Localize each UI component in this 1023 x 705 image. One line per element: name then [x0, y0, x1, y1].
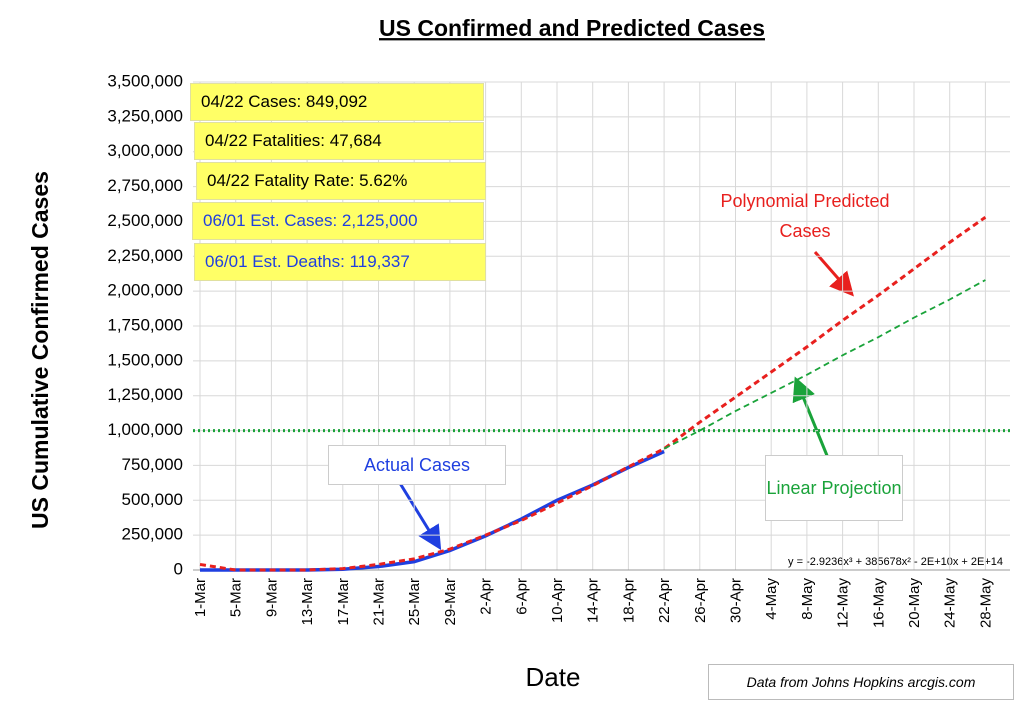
x-tick-label: 22-Apr: [656, 578, 673, 623]
y-tick-label: 750,000: [122, 455, 183, 474]
x-tick-label: 12-May: [835, 578, 852, 629]
x-tick-label: 14-Apr: [585, 578, 602, 623]
x-tick-label: 24-May: [942, 578, 959, 629]
series-line: [663, 279, 986, 450]
x-tick-label: 2-Apr: [478, 578, 495, 615]
x-tick-label: 9-Mar: [263, 578, 280, 617]
y-tick-label: 250,000: [122, 525, 183, 544]
y-tick-label: 1,500,000: [107, 350, 183, 369]
y-tick-label: 3,000,000: [107, 141, 183, 160]
series-label: Polynomial Predicted Cases: [720, 191, 890, 241]
x-tick-label: 6-Apr: [513, 578, 530, 615]
arrow: [813, 251, 854, 297]
x-tick-label: 29-Mar: [442, 578, 459, 626]
y-tick-label: 3,250,000: [107, 106, 183, 125]
annotation: 06/01 Est. Cases: 2,125,000: [192, 202, 484, 240]
annotation: 04/22 Fatalities: 47,684: [194, 122, 484, 160]
x-tick-label: 18-Apr: [620, 578, 637, 623]
series-line: [199, 216, 987, 572]
y-tick-label: 1,000,000: [107, 420, 183, 439]
y-tick-label: 3,500,000: [107, 71, 183, 90]
arrow: [792, 376, 830, 459]
y-tick-label: 1,750,000: [107, 315, 183, 334]
x-tick-label: 25-Mar: [406, 578, 423, 626]
y-tick-label: 1,250,000: [107, 385, 183, 404]
x-tick-label: 4-May: [763, 578, 780, 620]
trend-equation: y = -2.9236x³ + 385678x² - 2E+10x + 2E+1…: [788, 556, 1003, 568]
x-tick-label: 16-May: [870, 578, 887, 629]
series-label: Linear Projection: [765, 455, 903, 521]
chart-title: US Confirmed and Predicted Cases: [379, 15, 765, 41]
x-tick-label: 20-May: [906, 578, 923, 629]
source-note: Data from Johns Hopkins arcgis.com: [708, 664, 1014, 700]
x-tick-label: 13-Mar: [299, 578, 316, 626]
y-tick-label: 2,250,000: [107, 246, 183, 265]
x-tick-label: 21-Mar: [370, 578, 387, 626]
x-tick-label: 8-May: [799, 578, 816, 620]
annotation: 04/22 Cases: 849,092: [190, 83, 484, 121]
x-tick-label: 10-Apr: [549, 578, 566, 623]
y-tick-label: 500,000: [122, 490, 183, 509]
x-tick-label: 1-Mar: [192, 578, 209, 617]
series-label: Actual Cases: [328, 445, 506, 485]
y-axis-label: US Cumulative Confirmed Cases: [27, 171, 53, 529]
y-tick-label: 2,000,000: [107, 281, 183, 300]
x-axis-label: Date: [526, 662, 581, 692]
x-tick-label: 17-Mar: [335, 578, 352, 626]
x-tick-label: 28-May: [977, 578, 994, 629]
x-tick-label: 5-Mar: [228, 578, 245, 617]
x-tick-label: 30-Apr: [727, 578, 744, 623]
annotation: 06/01 Est. Deaths: 119,337: [194, 243, 486, 281]
annotation: 04/22 Fatality Rate: 5.62%: [196, 162, 486, 200]
arrow: [396, 479, 442, 551]
y-tick-label: 2,500,000: [107, 211, 183, 230]
y-tick-label: 0: [174, 559, 183, 578]
x-tick-label: 26-Apr: [692, 578, 709, 623]
y-tick-label: 2,750,000: [107, 176, 183, 195]
